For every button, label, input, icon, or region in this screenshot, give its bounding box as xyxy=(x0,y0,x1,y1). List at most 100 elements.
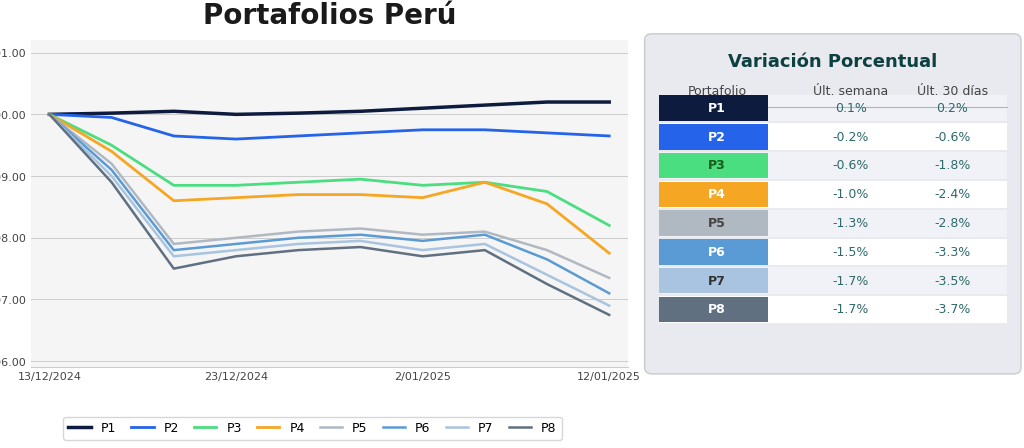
P4 xyxy=(168,198,180,203)
P1 xyxy=(292,111,304,116)
P2 xyxy=(168,133,180,138)
P3 xyxy=(541,189,553,194)
Text: -2.4%: -2.4% xyxy=(934,188,971,201)
P7 xyxy=(603,303,615,308)
P2 xyxy=(541,130,553,136)
Text: 0.1%: 0.1% xyxy=(835,102,867,115)
Text: P5: P5 xyxy=(708,217,726,230)
P3 xyxy=(43,112,55,117)
P4 xyxy=(105,149,118,154)
P5 xyxy=(354,226,367,231)
P5 xyxy=(105,161,118,166)
Text: P6: P6 xyxy=(709,246,726,259)
P7 xyxy=(417,247,429,253)
P1 xyxy=(603,99,615,105)
FancyBboxPatch shape xyxy=(659,123,1007,150)
FancyBboxPatch shape xyxy=(659,153,768,178)
P3 xyxy=(292,180,304,185)
P2 xyxy=(105,115,118,120)
P7 xyxy=(292,241,304,247)
P5 xyxy=(478,229,490,234)
P1 xyxy=(168,108,180,114)
P3 xyxy=(229,183,242,188)
P7 xyxy=(354,238,367,244)
P3 xyxy=(105,142,118,148)
P1 xyxy=(478,103,490,108)
Text: Portafolio: Portafolio xyxy=(687,85,746,98)
P1 xyxy=(354,108,367,114)
Text: -0.6%: -0.6% xyxy=(833,159,869,172)
Text: P2: P2 xyxy=(708,131,726,144)
P4 xyxy=(417,195,429,200)
P8 xyxy=(292,247,304,253)
FancyBboxPatch shape xyxy=(659,238,1007,265)
P3 xyxy=(417,183,429,188)
P2 xyxy=(354,130,367,136)
P6 xyxy=(168,247,180,253)
Text: -0.6%: -0.6% xyxy=(934,131,971,144)
FancyBboxPatch shape xyxy=(659,95,1007,121)
FancyBboxPatch shape xyxy=(659,267,1007,294)
P8 xyxy=(417,254,429,259)
P8 xyxy=(478,247,490,253)
Text: -1.0%: -1.0% xyxy=(833,188,869,201)
Text: P7: P7 xyxy=(708,275,726,288)
Text: P8: P8 xyxy=(709,303,726,316)
Text: -1.7%: -1.7% xyxy=(833,275,869,288)
P4 xyxy=(292,192,304,197)
P7 xyxy=(478,241,490,247)
P8 xyxy=(43,112,55,117)
P1 xyxy=(229,112,242,117)
Text: -1.8%: -1.8% xyxy=(934,159,971,172)
FancyBboxPatch shape xyxy=(659,297,768,322)
Line: P7: P7 xyxy=(49,114,609,306)
P4 xyxy=(541,201,553,207)
FancyBboxPatch shape xyxy=(645,34,1021,374)
Text: P3: P3 xyxy=(709,159,726,172)
P2 xyxy=(229,136,242,142)
Text: -3.3%: -3.3% xyxy=(934,246,971,259)
P2 xyxy=(292,133,304,138)
Line: P2: P2 xyxy=(49,114,609,139)
P4 xyxy=(43,112,55,117)
P5 xyxy=(168,241,180,247)
P6 xyxy=(354,232,367,237)
P3 xyxy=(603,223,615,228)
FancyBboxPatch shape xyxy=(659,239,768,265)
P8 xyxy=(541,281,553,287)
Line: P3: P3 xyxy=(49,114,609,225)
FancyBboxPatch shape xyxy=(659,210,1007,237)
P4 xyxy=(478,180,490,185)
P4 xyxy=(229,195,242,200)
P4 xyxy=(354,192,367,197)
P7 xyxy=(43,112,55,117)
P8 xyxy=(168,266,180,271)
P8 xyxy=(229,254,242,259)
P3 xyxy=(354,177,367,182)
P2 xyxy=(478,127,490,133)
P1 xyxy=(43,112,55,117)
Line: P1: P1 xyxy=(49,102,609,114)
P2 xyxy=(43,112,55,117)
FancyBboxPatch shape xyxy=(659,211,768,236)
P3 xyxy=(168,183,180,188)
Text: Variación Porcentual: Variación Porcentual xyxy=(728,53,937,71)
P5 xyxy=(229,235,242,241)
P3 xyxy=(478,180,490,185)
Text: -1.5%: -1.5% xyxy=(833,246,869,259)
P5 xyxy=(292,229,304,234)
Text: -1.3%: -1.3% xyxy=(833,217,869,230)
P6 xyxy=(478,232,490,237)
FancyBboxPatch shape xyxy=(659,296,1007,323)
FancyBboxPatch shape xyxy=(659,268,768,293)
Text: P4: P4 xyxy=(708,188,726,201)
FancyBboxPatch shape xyxy=(659,181,1007,208)
Line: P4: P4 xyxy=(49,114,609,253)
P1 xyxy=(417,106,429,111)
FancyBboxPatch shape xyxy=(659,181,768,207)
P5 xyxy=(603,275,615,280)
FancyBboxPatch shape xyxy=(659,95,768,121)
P7 xyxy=(229,247,242,253)
P5 xyxy=(541,247,553,253)
Text: -3.7%: -3.7% xyxy=(934,303,971,316)
